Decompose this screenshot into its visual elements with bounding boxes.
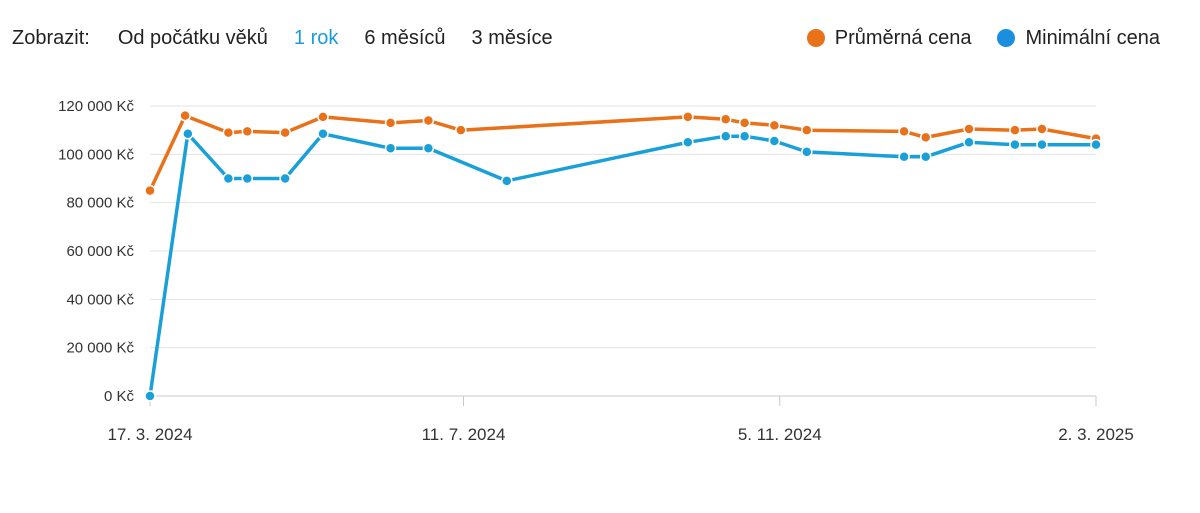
data-point-minimum (279, 172, 291, 185)
data-point-minimum (222, 172, 235, 185)
data-point-average (768, 119, 781, 132)
data-point-minimum (317, 128, 329, 140)
data-point-minimum (719, 130, 732, 142)
range-toolbar: Zobrazit: Od počátku věků 1 rok 6 měsíců… (12, 22, 579, 54)
y-tick-label: 0 Kč (104, 388, 135, 405)
data-point-average (317, 111, 329, 123)
x-tick-label: 17. 3. 2024 (107, 425, 192, 444)
y-tick-label: 120 000 Kč (58, 98, 134, 115)
legend-item-minimum-price[interactable]: Minimální cena (997, 27, 1160, 50)
legend-label-average: Průměrná cena (834, 26, 972, 49)
range-option-6-months[interactable]: 6 měsíců (364, 26, 446, 49)
chart-legend: Průměrná cena Minimální cena (781, 22, 1160, 54)
y-tick-label: 20 000 Kč (66, 340, 134, 357)
data-point-average (222, 126, 235, 139)
data-point-average (422, 114, 435, 127)
y-tick-label: 40 000 Kč (66, 291, 134, 308)
data-point-average (144, 184, 156, 197)
data-point-average (682, 111, 694, 123)
data-point-minimum (422, 142, 435, 155)
data-point-minimum (963, 136, 975, 148)
data-point-average (898, 125, 910, 138)
range-label: Zobrazit: (12, 26, 90, 49)
range-option-3-months[interactable]: 3 měsíce (471, 26, 553, 49)
data-point-minimum (919, 151, 932, 163)
data-point-minimum (182, 128, 194, 140)
data-point-minimum (384, 142, 397, 155)
x-tick-label: 2. 3. 2025 (1058, 425, 1134, 444)
data-point-average (241, 125, 254, 138)
data-point-average (719, 113, 732, 126)
data-point-minimum (1090, 138, 1102, 151)
data-point-minimum (768, 135, 781, 147)
data-point-minimum (1036, 138, 1048, 151)
data-point-average (738, 117, 751, 129)
data-point-minimum (738, 130, 751, 142)
series-line-average (148, 113, 1098, 193)
data-point-average (384, 117, 397, 129)
y-tick-label: 80 000 Kč (66, 195, 134, 212)
data-point-minimum (501, 175, 513, 187)
x-tick-label: 11. 7. 2024 (422, 425, 506, 444)
y-tick-label: 100 000 Kč (58, 146, 134, 163)
data-point-minimum (682, 136, 694, 148)
data-point-average (919, 131, 932, 144)
legend-dot-minimum-icon (997, 29, 1016, 47)
legend-dot-average-icon (806, 29, 825, 47)
data-point-average (455, 124, 467, 136)
data-point-minimum (144, 390, 156, 402)
y-tick-label: 60 000 Kč (66, 243, 134, 260)
data-point-average (1036, 123, 1048, 135)
data-point-average (963, 123, 975, 135)
data-point-minimum (1009, 138, 1021, 151)
data-point-average (801, 124, 813, 136)
series-line-minimum (148, 132, 1098, 398)
data-point-minimum (241, 172, 254, 185)
data-point-minimum (898, 151, 910, 163)
x-tick-label: 5. 11. 2024 (738, 425, 822, 444)
legend-label-minimum: Minimální cena (1025, 26, 1160, 49)
data-point-average (179, 109, 191, 122)
data-point-average (1009, 124, 1021, 136)
data-point-minimum (801, 146, 813, 158)
legend-item-average-price[interactable]: Průměrná cena (806, 26, 972, 50)
range-option-1-year[interactable]: 1 rok (293, 26, 339, 49)
range-option-all[interactable]: Od počátku věků (117, 26, 268, 49)
data-point-average (279, 126, 291, 139)
